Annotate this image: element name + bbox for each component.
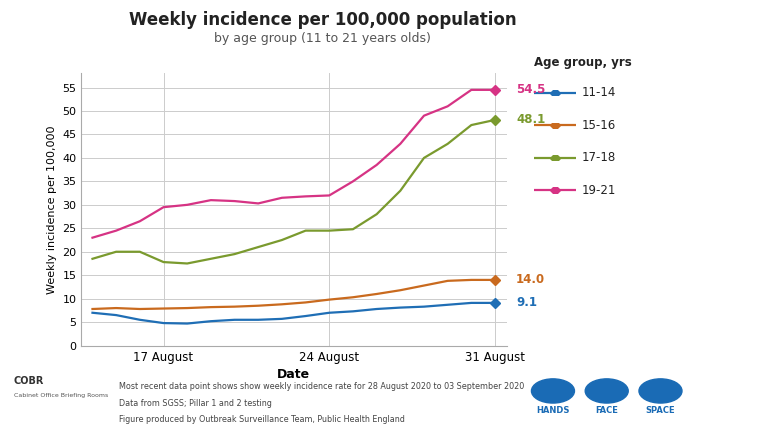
Text: Cabinet Office Briefing Rooms: Cabinet Office Briefing Rooms: [14, 393, 108, 398]
Text: Data from SGSS; Pillar 1 and 2 testing: Data from SGSS; Pillar 1 and 2 testing: [119, 399, 272, 408]
Text: FACE: FACE: [595, 406, 618, 415]
Text: 54.5: 54.5: [516, 83, 545, 96]
Text: HANDS: HANDS: [536, 406, 570, 415]
Text: 14.0: 14.0: [516, 273, 545, 286]
Text: Age group, yrs: Age group, yrs: [534, 56, 631, 69]
X-axis label: Date: Date: [277, 368, 310, 381]
Text: Weekly incidence per 100,000 population: Weekly incidence per 100,000 population: [129, 11, 516, 29]
Text: 11-14: 11-14: [582, 86, 617, 99]
Text: SPACE: SPACE: [646, 406, 675, 415]
Text: Figure produced by Outbreak Surveillance Team, Public Health England: Figure produced by Outbreak Surveillance…: [119, 415, 405, 424]
Text: Most recent data point shows show weekly incidence rate for 28 August 2020 to 03: Most recent data point shows show weekly…: [119, 382, 525, 391]
Text: 9.1: 9.1: [516, 296, 537, 309]
Text: COBR: COBR: [14, 376, 45, 386]
Text: 48.1: 48.1: [516, 113, 545, 127]
Text: 19-21: 19-21: [582, 184, 617, 197]
Text: by age group (11 to 21 years olds): by age group (11 to 21 years olds): [214, 32, 431, 45]
Text: 17-18: 17-18: [582, 151, 617, 164]
Y-axis label: Weekly incidence per 100,000: Weekly incidence per 100,000: [47, 125, 57, 294]
Text: 15-16: 15-16: [582, 119, 617, 132]
